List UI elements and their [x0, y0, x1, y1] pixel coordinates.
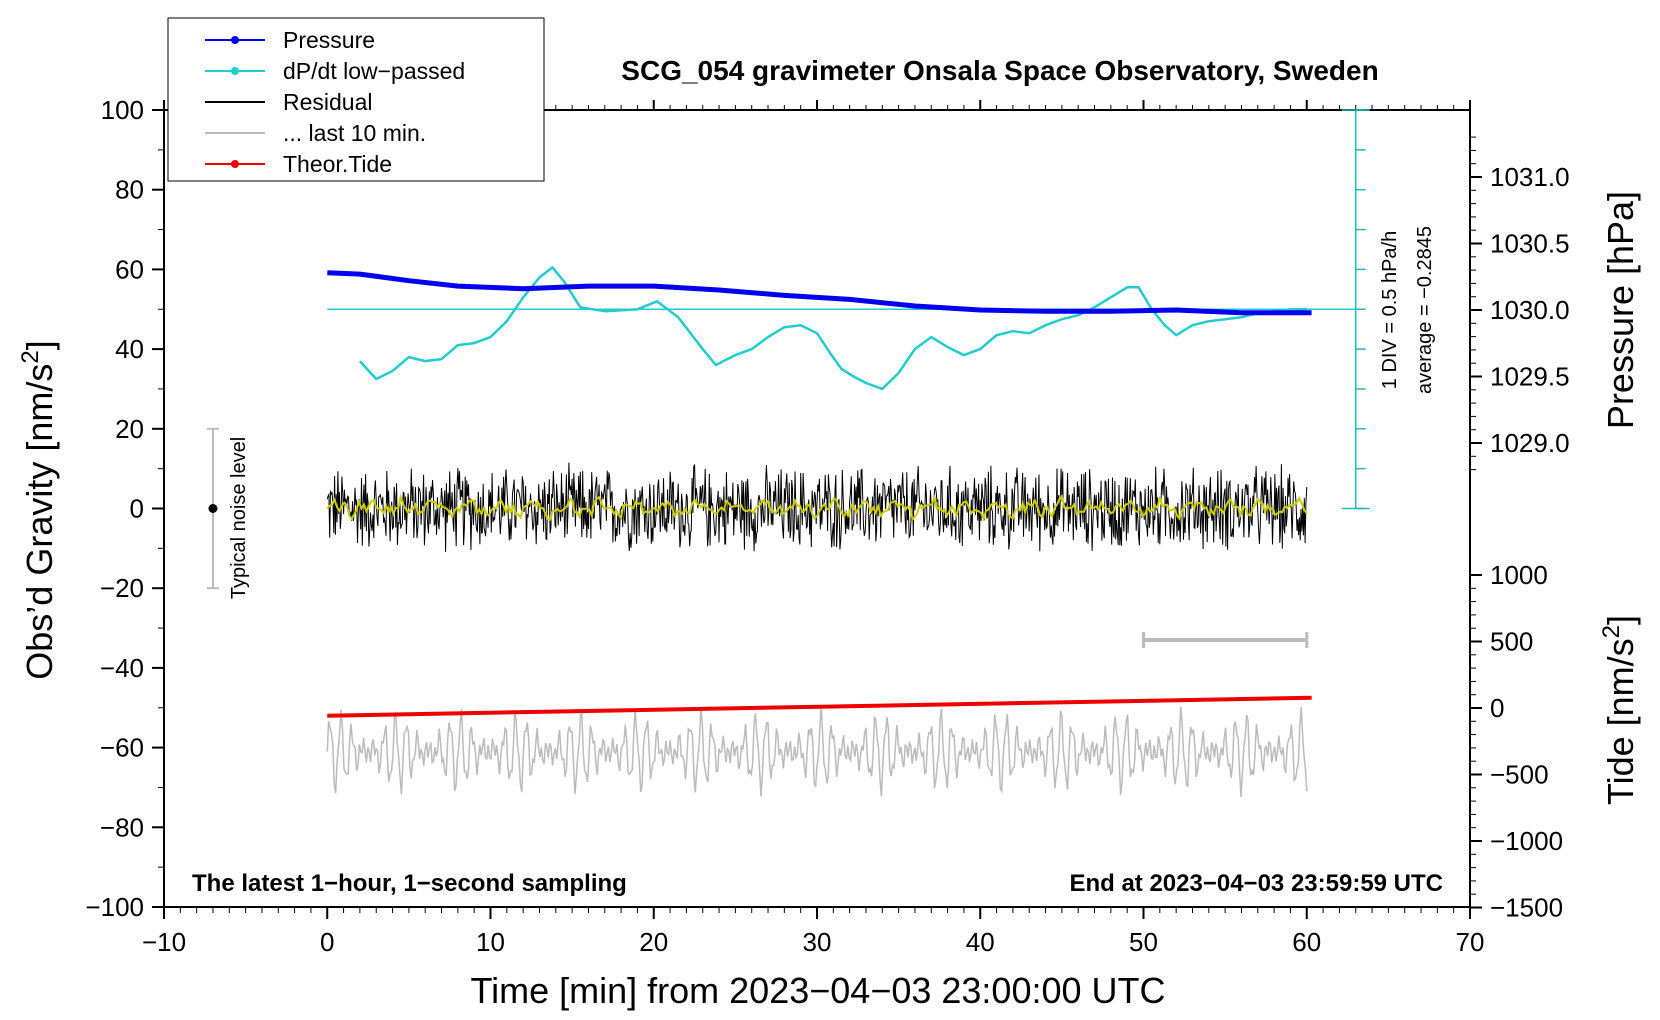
pressure-tick-label: 1029.0 [1490, 428, 1570, 458]
pressure-tick-label: 1030.5 [1490, 229, 1570, 259]
legend-marker [231, 36, 239, 44]
tide-tick-label: 500 [1490, 627, 1533, 657]
last-10-min-series [326, 705, 1308, 797]
x-tick-label: 50 [1129, 927, 1158, 957]
legend-box [167, 17, 545, 182]
legend-label: Residual [283, 89, 373, 115]
tide-tick-label: 1000 [1490, 560, 1548, 590]
x-tick-label: 0 [320, 927, 334, 957]
noise-bar-center-dot [208, 504, 218, 513]
tide-title-main: Tide [nm/s [1600, 638, 1641, 805]
pressure-axis-title: Pressure [hPa] [1600, 191, 1641, 429]
x-tick-label: 20 [639, 927, 668, 957]
legend-items: Pressure dP/dt low−passed Residual ... last… [205, 27, 465, 177]
residual-smoothed-series [326, 493, 1308, 522]
tide-tick-label: −1500 [1490, 893, 1563, 923]
x-tick-label: 70 [1456, 927, 1485, 957]
tide-tick-label: 0 [1490, 693, 1504, 723]
y-tick-label: 0 [130, 494, 144, 524]
chart-title: SCG_054 gravimeter Onsala Space Observat… [621, 55, 1378, 86]
y-tick-label: −40 [100, 653, 144, 683]
tide-tick-label: −1000 [1490, 826, 1563, 856]
div-annotation: 1 DIV = 0.5 hPa/h [1379, 231, 1401, 389]
y-tick-label: 20 [115, 414, 144, 444]
average-annotation: average = −0.2845 [1414, 226, 1436, 394]
tide-title-sup: 2 [1598, 625, 1625, 638]
y-tick-label: −80 [100, 812, 144, 842]
y-tick-label: 60 [115, 254, 144, 284]
y-tick-label: 100 [101, 95, 144, 125]
legend-label: Theor.Tide [283, 151, 392, 177]
tide-axis-title: Tide [nm/s2] [1598, 615, 1641, 805]
y-left-title-sup: 2 [17, 350, 44, 363]
pressure-tick-label: 1030.0 [1490, 295, 1570, 325]
y-axis-left-title: Obs’d Gravity [nm/s2] [17, 340, 60, 679]
tide-tick-label: −500 [1490, 760, 1549, 790]
x-tick-label: −10 [142, 927, 186, 957]
legend: Pressure dP/dt low−passed Residual ... last… [167, 17, 545, 182]
y-tick-label: −100 [85, 892, 144, 922]
x-tick-label: 30 [803, 927, 832, 957]
x-tick-label: 40 [966, 927, 995, 957]
x-tick-label: 10 [476, 927, 505, 957]
footer-right: End at 2023−04−03 23:59:59 UTC [1069, 870, 1443, 897]
x-tick-label: 60 [1292, 927, 1321, 957]
pressure-series [327, 270, 1312, 316]
y-tick-label: −20 [100, 573, 144, 603]
x-axis-title: Time [min] from 2023−04−03 23:00:00 UTC [470, 970, 1165, 1011]
series-group [206, 266, 1356, 797]
legend-label: ... last 10 min. [283, 120, 426, 146]
pressure-tick-label: 1029.5 [1490, 362, 1570, 392]
x-axis-ticks: −10 0 10 20 30 40 50 60 70 [142, 100, 1485, 957]
y-tick-label: 40 [115, 334, 144, 364]
y-tick-label: −60 [100, 733, 144, 763]
legend-label: Pressure [283, 27, 375, 53]
y-tick-label: 80 [115, 175, 144, 205]
pressure-axis-ticks: 1031.0 1030.5 1030.0 1029.5 1029.0 [1470, 136, 1570, 471]
pressure-tick-label: 1031.0 [1490, 162, 1570, 192]
y-left-title-main: Obs’d Gravity [nm/s [19, 364, 60, 680]
y-left-title-end: ] [19, 340, 60, 350]
legend-marker [231, 67, 239, 75]
tide-series [327, 695, 1312, 718]
y-axis-left-ticks: 100 80 60 40 20 0 −20 −40 −60 −80 −100 [85, 95, 164, 922]
footer-left: The latest 1−hour, 1−second sampling [192, 870, 627, 897]
legend-label: dP/dt low−passed [283, 58, 465, 84]
legend-marker [231, 160, 239, 168]
dpdt-series [358, 266, 1307, 391]
tide-title-end: ] [1600, 615, 1641, 625]
residual-series [326, 462, 1308, 552]
tide-axis-ticks: 1000 500 0 −500 −1000 −1500 [1470, 560, 1563, 923]
noise-level-label: Typical noise level [228, 437, 250, 599]
